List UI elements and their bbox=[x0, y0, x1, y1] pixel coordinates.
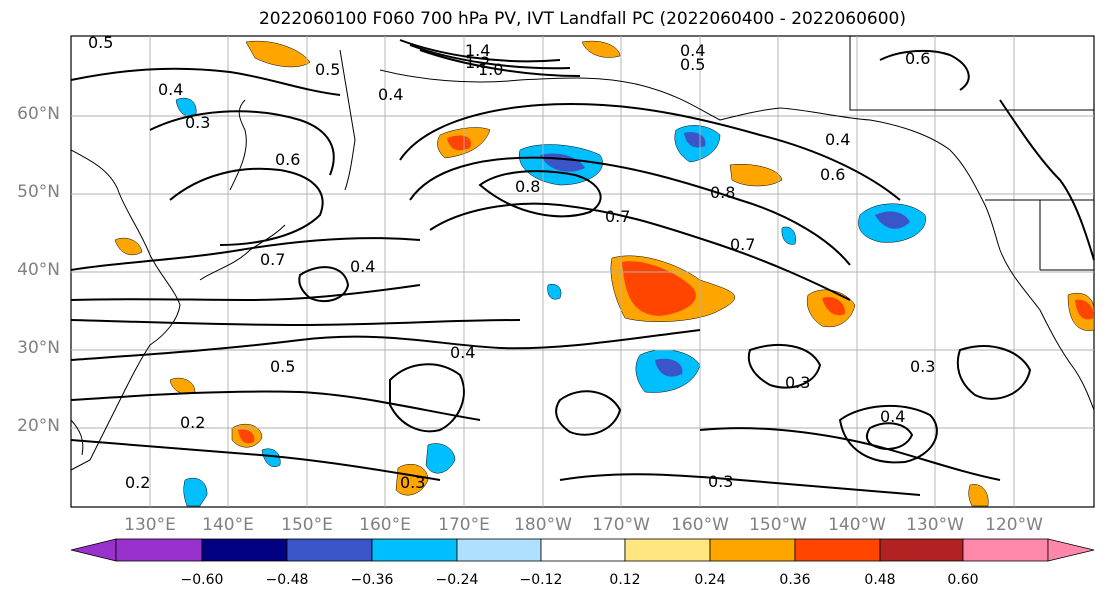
colorbar-segment bbox=[1047, 538, 1095, 562]
anomaly-positive bbox=[622, 261, 696, 316]
contour-label: 0.4 bbox=[450, 343, 475, 362]
map-frame bbox=[70, 35, 1095, 508]
colorbar-segment bbox=[624, 538, 711, 562]
colorbar-segment bbox=[540, 538, 626, 562]
anomaly-positive bbox=[238, 429, 255, 444]
lon-label: 170°W bbox=[592, 515, 650, 535]
lon-label: 180°W bbox=[514, 515, 572, 535]
colorbar-segment bbox=[201, 538, 288, 562]
colorbar-tick: −0.48 bbox=[265, 572, 309, 588]
lon-label: 170°E bbox=[438, 515, 490, 535]
contour-labels: 0.5 0.4 0.3 0.6 0.7 0.4 0.8 0.7 0.7 0.4 … bbox=[88, 33, 935, 492]
lon-label: 130°W bbox=[906, 515, 964, 535]
lon-label: 140°E bbox=[202, 515, 254, 535]
coastlines bbox=[70, 36, 1095, 471]
contour-label: 0.2 bbox=[180, 413, 205, 432]
contour-label: 0.5 bbox=[88, 33, 113, 52]
anomaly-negative bbox=[261, 448, 281, 467]
contour-label: 0.3 bbox=[910, 357, 935, 376]
lat-label: 60°N bbox=[17, 104, 60, 124]
contour-label: 0.4 bbox=[825, 130, 850, 149]
contour-label: 0.4 bbox=[350, 257, 375, 276]
contour-label: 0.4 bbox=[680, 41, 705, 60]
lon-label: 150°E bbox=[281, 515, 333, 535]
pv-contours bbox=[70, 39, 1095, 496]
contour-label: 0.4 bbox=[880, 407, 905, 426]
anomaly-positive bbox=[581, 40, 621, 58]
contour-label: 0.3 bbox=[400, 473, 425, 492]
anomaly-positive bbox=[729, 164, 783, 187]
lon-label: 140°W bbox=[828, 515, 886, 535]
colorbar-segment bbox=[709, 538, 796, 562]
contour-label: 0.6 bbox=[905, 49, 930, 68]
anomaly-negative bbox=[781, 226, 796, 245]
lon-label: 150°W bbox=[749, 515, 807, 535]
anomaly-positive bbox=[822, 296, 846, 316]
anomaly-positive bbox=[968, 484, 989, 507]
colorbar-tick: −0.60 bbox=[180, 572, 224, 588]
anomaly-positive bbox=[114, 237, 143, 256]
contour-label: 0.4 bbox=[378, 85, 403, 104]
colorbar-tick: −0.24 bbox=[435, 572, 479, 588]
colorbar-segment bbox=[115, 538, 203, 562]
anomaly-negative bbox=[175, 97, 197, 117]
contour-label: 0.7 bbox=[730, 235, 755, 254]
gridlines bbox=[71, 36, 1094, 507]
colorbar-tick: 0.60 bbox=[947, 572, 979, 588]
colorbar-tick: −0.12 bbox=[519, 572, 563, 588]
anomaly-negative bbox=[547, 284, 562, 300]
colorbar bbox=[70, 538, 1095, 562]
colorbar-segment bbox=[879, 538, 964, 562]
lat-label: 50°N bbox=[17, 182, 60, 202]
contour-label: 0.3 bbox=[185, 113, 210, 132]
lon-label: 120°W bbox=[985, 515, 1043, 535]
colorbar-tick: 0.36 bbox=[779, 572, 811, 588]
anomaly-negative bbox=[875, 211, 910, 229]
colorbar-segment bbox=[962, 538, 1049, 562]
colorbar-segment bbox=[456, 538, 542, 562]
anomaly-positive bbox=[245, 40, 311, 68]
colorbar-tick: 0.48 bbox=[864, 572, 896, 588]
colorbar-tick: 0.24 bbox=[694, 572, 726, 588]
colorbar-segment bbox=[371, 538, 458, 562]
map-title: 2022060100 F060 700 hPa PV, IVT Landfall… bbox=[258, 9, 906, 29]
anomaly-negative bbox=[183, 477, 208, 507]
contour-label: 1.2 bbox=[465, 53, 490, 72]
contour-label: 1.4 bbox=[465, 41, 490, 60]
contour-label: 0.6 bbox=[820, 165, 845, 184]
contour-label: 1.0 bbox=[478, 60, 503, 79]
contour-label: 0.2 bbox=[125, 473, 150, 492]
colorbar-segment bbox=[794, 538, 881, 562]
colorbar-tick: 0.12 bbox=[609, 572, 641, 588]
contour-label: 0.8 bbox=[515, 177, 540, 196]
colorbar-segment bbox=[286, 538, 373, 562]
contour-label: 0.6 bbox=[275, 150, 300, 169]
contour-label: 0.8 bbox=[710, 183, 735, 202]
anomaly-positive bbox=[1075, 299, 1094, 320]
colorbar-segment bbox=[70, 538, 117, 562]
lat-label: 40°N bbox=[17, 260, 60, 280]
lon-label: 130°E bbox=[124, 515, 176, 535]
lat-label: 30°N bbox=[17, 338, 60, 358]
contour-label: 0.5 bbox=[315, 60, 340, 79]
contour-label: 0.5 bbox=[270, 357, 295, 376]
contour-label: 0.7 bbox=[260, 250, 285, 269]
shaded-anomalies bbox=[114, 40, 1095, 507]
lat-label: 20°N bbox=[17, 416, 60, 436]
contour-label: 0.3 bbox=[708, 472, 733, 491]
contour-label: 0.4 bbox=[158, 80, 183, 99]
lon-label: 160°E bbox=[359, 515, 411, 535]
contour-label: 0.7 bbox=[605, 207, 630, 226]
lon-label: 160°W bbox=[671, 515, 729, 535]
anomaly-negative bbox=[655, 358, 683, 377]
anomaly-positive bbox=[447, 135, 471, 151]
contour-label: 0.3 bbox=[785, 373, 810, 392]
anomaly-positive bbox=[395, 464, 429, 496]
contour-label: 0.5 bbox=[680, 55, 705, 74]
anomaly-negative bbox=[425, 443, 456, 474]
colorbar-tick: −0.36 bbox=[350, 572, 394, 588]
